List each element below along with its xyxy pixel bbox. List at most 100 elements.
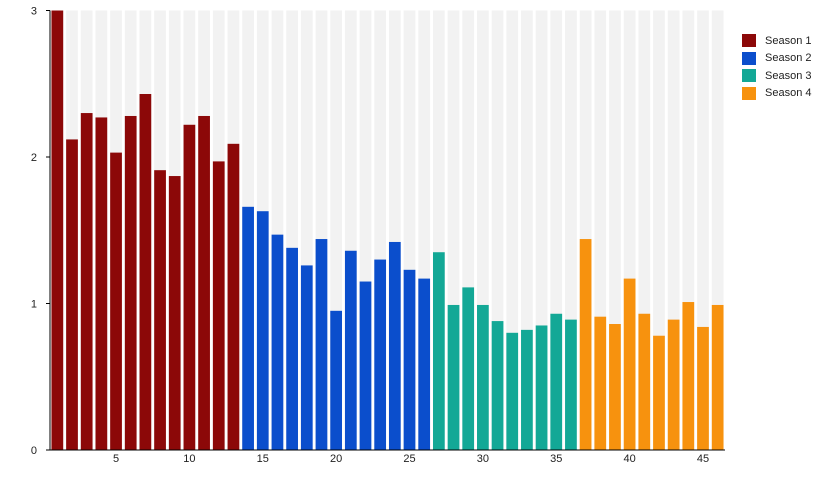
column-background (477, 10, 489, 450)
bar-season-3-28[interactable] (447, 304, 460, 450)
bar-season-1-6[interactable] (124, 115, 137, 450)
column-background (638, 10, 651, 450)
bar-season-1-5[interactable] (110, 152, 122, 451)
legend-label: Season 3 (765, 69, 812, 82)
bar-season-1-4[interactable] (95, 117, 108, 450)
bar-season-2-14[interactable] (242, 206, 254, 450)
x-tick-label: 15 (257, 453, 269, 465)
column-background (462, 10, 475, 450)
bar-season-3-36[interactable] (565, 319, 577, 450)
bar-season-1-1[interactable] (51, 10, 64, 451)
bar-season-3-35[interactable] (550, 313, 563, 450)
bar-season-2-17[interactable] (286, 247, 298, 450)
bar-season-4-39[interactable] (609, 324, 621, 450)
bar-season-4-43[interactable] (667, 319, 680, 450)
bar-season-1-10[interactable] (183, 124, 196, 451)
bar-season-1-12[interactable] (212, 161, 225, 450)
legend-item-season-2[interactable]: Season 2 (742, 50, 811, 68)
column-background (418, 10, 431, 450)
column-background (535, 10, 548, 450)
bar-season-4-45[interactable] (697, 326, 709, 450)
x-tick-label: 40 (623, 453, 635, 465)
legend-swatch (742, 34, 756, 48)
bar-season-1-13[interactable] (227, 143, 240, 450)
legend-label: Season 1 (765, 34, 812, 47)
x-tick-label: 25 (403, 453, 415, 465)
bar-season-3-27[interactable] (432, 252, 445, 450)
bar-season-2-21[interactable] (344, 250, 357, 450)
column-background (697, 10, 709, 450)
legend-item-season-4[interactable]: Season 4 (742, 85, 811, 103)
x-tick-label: 5 (113, 453, 119, 465)
bar-season-4-46[interactable] (711, 304, 724, 450)
x-tick-label: 30 (477, 453, 489, 465)
legend-swatch (742, 69, 756, 83)
bar-season-4-44[interactable] (682, 302, 695, 450)
bar-season-4-42[interactable] (653, 335, 665, 450)
column-background (344, 10, 357, 450)
bar-season-3-30[interactable] (477, 304, 489, 450)
column-background (374, 10, 387, 450)
column-background (286, 10, 298, 450)
bar-season-2-19[interactable] (315, 239, 328, 450)
column-background (579, 10, 592, 450)
y-tick-label: 2 (31, 152, 37, 164)
bar-season-4-38[interactable] (594, 316, 607, 450)
legend-label: Season 4 (765, 87, 812, 100)
bar-season-3-34[interactable] (535, 325, 548, 450)
column-background (403, 10, 416, 450)
bar-season-3-29[interactable] (462, 287, 475, 450)
column-backgrounds (51, 10, 724, 450)
bar-season-1-8[interactable] (154, 170, 166, 450)
column-background (623, 10, 636, 450)
bar-season-2-22[interactable] (359, 281, 372, 450)
bar-season-1-7[interactable] (139, 94, 152, 450)
column-background (521, 10, 533, 450)
bar-season-2-15[interactable] (256, 211, 269, 450)
bar-season-1-9[interactable] (168, 176, 181, 451)
bar-season-2-16[interactable] (271, 234, 284, 450)
bar-season-3-32[interactable] (506, 332, 519, 450)
column-background (653, 10, 665, 450)
column-background (432, 10, 445, 450)
bar-season-2-20[interactable] (330, 310, 343, 450)
bar-season-2-18[interactable] (300, 265, 313, 450)
bar-season-3-33[interactable] (521, 329, 533, 450)
column-background (315, 10, 328, 450)
column-background (447, 10, 460, 450)
column-background (609, 10, 621, 450)
column-background (667, 10, 680, 450)
x-tick-label: 10 (183, 453, 195, 465)
column-background (271, 10, 284, 450)
column-background (506, 10, 519, 450)
bars (51, 10, 724, 451)
column-background (359, 10, 372, 450)
column-background (682, 10, 695, 450)
bar-season-2-23[interactable] (374, 259, 387, 450)
bar-season-3-31[interactable] (491, 321, 504, 450)
x-tick-label: 35 (550, 453, 562, 465)
x-tick-label: 45 (697, 453, 709, 465)
legend-swatch (742, 86, 756, 100)
bar-season-2-24[interactable] (388, 241, 401, 450)
bar-season-4-40[interactable] (623, 278, 636, 450)
column-background (300, 10, 313, 450)
column-background (330, 10, 343, 450)
column-background (388, 10, 401, 450)
bar-season-2-25[interactable] (403, 269, 416, 450)
bar-season-1-11[interactable] (198, 115, 210, 450)
legend-item-season-1[interactable]: Season 1 (742, 32, 811, 50)
x-tick-label: 20 (330, 453, 342, 465)
bar-season-1-2[interactable] (66, 139, 78, 451)
column-background (565, 10, 577, 450)
bar-season-2-26[interactable] (418, 278, 431, 450)
legend-item-season-3[interactable]: Season 3 (742, 67, 811, 85)
bar-season-1-3[interactable] (80, 113, 93, 451)
column-background (550, 10, 563, 450)
column-background (711, 10, 724, 450)
bar-season-4-41[interactable] (638, 313, 651, 450)
column-background (594, 10, 607, 450)
bar-season-4-37[interactable] (579, 239, 592, 450)
